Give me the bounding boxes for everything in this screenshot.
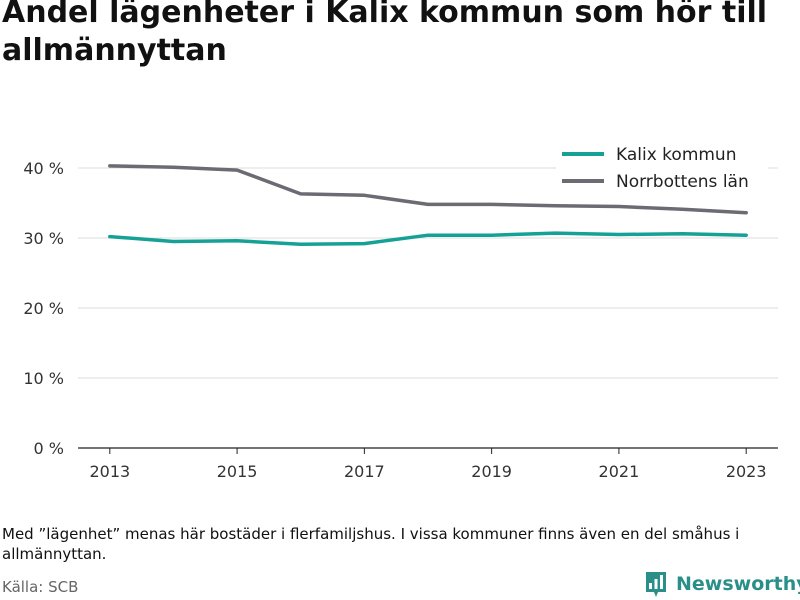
y-tick-label: 10 % <box>23 369 64 388</box>
x-tick-label: 2021 <box>599 462 640 481</box>
brand-name: Newsworthy <box>676 573 800 595</box>
source-label: Källa: SCB <box>2 578 79 596</box>
series-line <box>108 231 748 247</box>
series-lines <box>108 164 748 247</box>
x-tick-label: 2023 <box>726 462 767 481</box>
y-tick-label: 0 % <box>34 439 64 458</box>
x-axis-ticks: 2013 2015 2017 2019 2021 2023 <box>89 448 767 481</box>
x-tick-label: 2019 <box>471 462 512 481</box>
legend-background <box>556 140 768 198</box>
y-axis-ticks: 0 % 10 % 20 % 30 % 40 % <box>23 159 64 458</box>
series-line <box>108 164 748 215</box>
line-chart: 0 % 10 % 20 % 30 % 40 % 2013 2015 2017 2019 2021… <box>23 140 778 481</box>
legend-label: Kalix kommun <box>616 145 737 165</box>
y-tick-label: 20 % <box>23 299 64 318</box>
x-tick-label: 2013 <box>89 462 130 481</box>
chart-title: Andel lägenheter i Kalix kommun som hör … <box>2 0 768 68</box>
x-tick-label: 2015 <box>217 462 258 481</box>
y-tick-label: 40 % <box>23 159 64 178</box>
y-tick-label: 30 % <box>23 229 64 248</box>
grid-lines <box>78 167 778 379</box>
brand-logo: Newsworthy <box>644 570 800 598</box>
legend-label: Norrbottens län <box>616 172 749 192</box>
x-tick-label: 2017 <box>344 462 385 481</box>
legend: Kalix kommun Norrbottens län <box>556 140 768 198</box>
chart-note: Med ”lägenhet” menas här bostäder i fler… <box>2 525 740 563</box>
bar-chart-icon <box>646 572 666 597</box>
